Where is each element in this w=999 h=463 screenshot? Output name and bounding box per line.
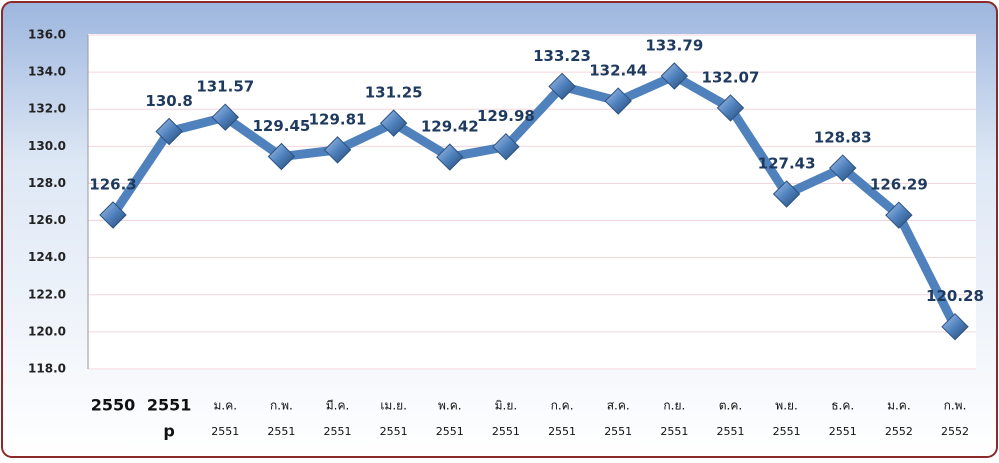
x-tick-label: 2552 bbox=[941, 425, 969, 438]
data-label: 132.44 bbox=[589, 62, 647, 80]
x-tick-label: ม.ค. bbox=[887, 399, 911, 413]
y-tick-label: 132.0 bbox=[28, 102, 66, 116]
x-tick-label: 2551 bbox=[604, 425, 632, 438]
x-tick-label: 2551 bbox=[147, 396, 192, 415]
x-tick-label: 2551 bbox=[267, 425, 295, 438]
data-marker bbox=[941, 312, 969, 341]
data-marker bbox=[548, 72, 576, 101]
x-tick-label: เม.ย. bbox=[380, 399, 407, 413]
x-tick-label: 2551 bbox=[380, 425, 408, 438]
data-marker bbox=[99, 201, 127, 229]
data-label: 130.8 bbox=[145, 92, 192, 110]
data-line bbox=[109, 71, 960, 329]
x-tick-label: ก.ค. bbox=[551, 399, 574, 413]
data-label: 133.79 bbox=[645, 37, 703, 55]
x-tick-label: ก.พ. bbox=[270, 399, 293, 413]
x-tick-label: p bbox=[163, 422, 174, 441]
data-label: 131.25 bbox=[365, 84, 423, 102]
x-tick-label: 2551 bbox=[492, 425, 520, 438]
data-marker bbox=[772, 180, 801, 208]
data-marker bbox=[267, 142, 296, 171]
x-tick-label: 2551 bbox=[829, 425, 857, 438]
data-marker bbox=[604, 87, 632, 115]
data-label: 132.07 bbox=[702, 68, 760, 86]
x-tick-label: 2551 bbox=[548, 425, 576, 438]
x-tick-label: 2551 bbox=[716, 425, 744, 438]
x-tick-label: ก.ย. bbox=[663, 399, 685, 413]
data-label: 128.83 bbox=[814, 129, 872, 147]
y-tick-label: 124.0 bbox=[28, 250, 66, 264]
x-tick-label: ก.พ. bbox=[944, 399, 967, 413]
data-label: 129.45 bbox=[252, 117, 310, 135]
data-marker bbox=[885, 201, 913, 229]
data-marker bbox=[155, 117, 183, 146]
x-tick-label: พ.ย. bbox=[775, 399, 798, 413]
y-tick-label: 126.0 bbox=[28, 213, 66, 227]
data-label: 129.42 bbox=[421, 118, 479, 136]
y-tick-label: 130.0 bbox=[28, 139, 66, 153]
y-tick-label: 118.0 bbox=[28, 362, 66, 376]
x-tick-label: 2551 bbox=[660, 425, 688, 438]
x-tick-label: ส.ค. bbox=[607, 399, 630, 413]
data-marker bbox=[660, 62, 689, 90]
x-tick-label: มี.ค. bbox=[326, 399, 350, 413]
y-tick-label: 128.0 bbox=[28, 176, 66, 190]
data-label: 129.98 bbox=[477, 107, 535, 125]
x-tick-label: ธ.ค. bbox=[831, 399, 854, 413]
x-tick-label: ม.ค. bbox=[213, 399, 237, 413]
data-label: 126.29 bbox=[870, 176, 928, 194]
x-tick-label: 2551 bbox=[211, 425, 239, 438]
data-marker bbox=[379, 109, 408, 137]
x-tick-label: 2551 bbox=[436, 425, 464, 438]
data-marker bbox=[829, 154, 857, 182]
y-tick-label: 122.0 bbox=[28, 287, 66, 301]
x-tick-label: 2552 bbox=[885, 425, 913, 438]
x-tick-label: ต.ค. bbox=[719, 399, 742, 413]
data-label: 126.3 bbox=[89, 175, 136, 193]
plot-area bbox=[88, 34, 976, 370]
data-label: 120.28 bbox=[926, 287, 984, 305]
y-tick-label: 136.0 bbox=[28, 28, 66, 42]
x-tick-label: 2551 bbox=[773, 425, 801, 438]
data-marker bbox=[492, 132, 520, 161]
x-tick-label: 2550 bbox=[91, 396, 136, 415]
y-tick-label: 120.0 bbox=[28, 324, 66, 338]
data-marker bbox=[716, 94, 745, 122]
data-marker bbox=[323, 136, 352, 164]
data-label: 133.23 bbox=[533, 47, 591, 65]
y-tick-label: 134.0 bbox=[28, 65, 66, 79]
x-tick-label: มิ.ย. bbox=[495, 399, 518, 413]
x-tick-label: 2551 bbox=[324, 425, 352, 438]
data-marker bbox=[436, 143, 464, 171]
data-label: 127.43 bbox=[758, 155, 816, 173]
data-label: 129.81 bbox=[309, 110, 367, 128]
data-label: 131.57 bbox=[196, 78, 254, 96]
data-marker bbox=[211, 103, 239, 131]
x-tick-label: พ.ค. bbox=[438, 399, 462, 413]
